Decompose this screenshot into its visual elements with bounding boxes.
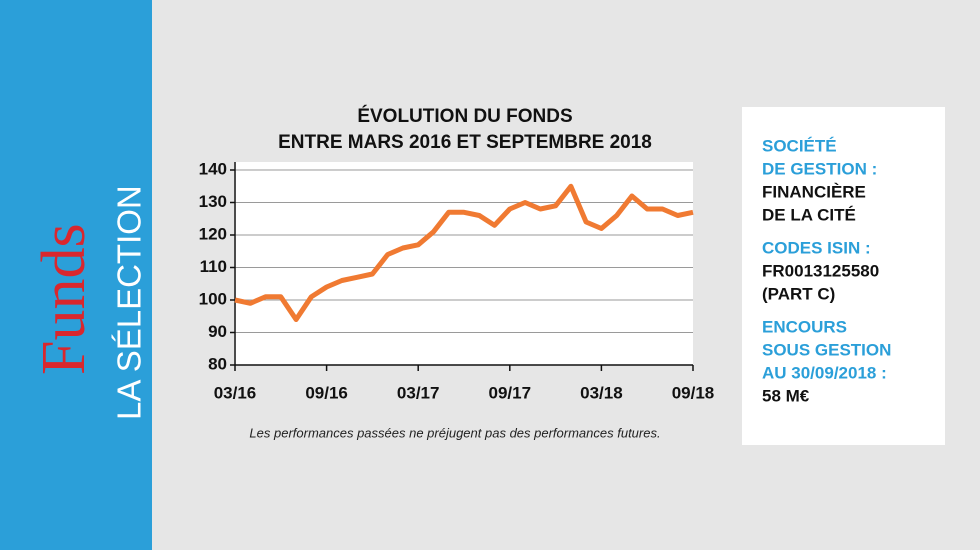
x-tick-label: 03/18 [580,383,623,402]
sidebar [0,0,152,550]
x-tick-label: 09/17 [489,383,532,402]
info-label: DE GESTION : [762,159,877,178]
info-label: ENCOURS [762,317,847,336]
chart-title: ENTRE MARS 2016 ET SEPTEMBRE 2018 [278,132,652,153]
info-label: SOCIÉTÉ [762,136,837,155]
info-value: FINANCIÈRE [762,182,866,201]
x-tick-label: 03/16 [214,383,257,402]
x-tick-label: 09/16 [305,383,348,402]
info-value: 58 M€ [762,386,810,405]
info-label: AU 30/09/2018 : [762,363,887,382]
info-box [742,107,945,445]
section-label: LA SÉLECTION [111,185,148,420]
info-value: DE LA CITÉ [762,205,856,224]
plot-area [234,162,693,365]
info-label: SOUS GESTION [762,340,891,359]
y-tick-label: 120 [199,224,227,243]
info-label: CODES ISIN : [762,238,871,257]
y-tick-label: 140 [199,159,227,178]
info-value: FR0013125580 [762,261,879,280]
footnote: Les performances passées ne préjugent pa… [249,425,660,440]
chart-title: ÉVOLUTION DU FONDS [357,105,572,127]
y-tick-label: 100 [199,289,227,308]
x-tick-label: 03/17 [397,383,440,402]
y-tick-label: 110 [200,257,227,276]
brand: Funds [30,223,98,375]
info-value: (PART C) [762,284,835,303]
y-tick-label: 80 [208,354,227,373]
y-tick-label: 90 [208,322,227,341]
y-tick-label: 130 [199,192,227,211]
series-line [234,183,694,322]
x-tick-label: 09/18 [672,383,715,402]
